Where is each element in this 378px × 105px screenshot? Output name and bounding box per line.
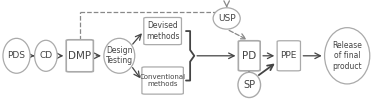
Ellipse shape <box>104 38 135 73</box>
Text: Conventional
methods: Conventional methods <box>139 74 186 87</box>
Text: Devised
methods: Devised methods <box>146 21 180 41</box>
Ellipse shape <box>213 8 240 29</box>
FancyBboxPatch shape <box>239 41 260 71</box>
Text: SP: SP <box>243 80 255 90</box>
Text: PD: PD <box>242 51 256 61</box>
Text: Design
Testing: Design Testing <box>106 46 133 66</box>
Ellipse shape <box>325 28 370 84</box>
Text: USP: USP <box>218 14 235 23</box>
Text: CD: CD <box>39 51 53 60</box>
Ellipse shape <box>35 40 57 71</box>
Text: DMP: DMP <box>68 51 91 61</box>
FancyBboxPatch shape <box>142 67 183 94</box>
Text: PDS: PDS <box>8 51 25 60</box>
Ellipse shape <box>238 72 260 98</box>
Text: PPE: PPE <box>280 51 297 60</box>
FancyBboxPatch shape <box>144 17 181 45</box>
Ellipse shape <box>3 38 30 73</box>
FancyBboxPatch shape <box>66 40 93 72</box>
Text: Release
of final
product: Release of final product <box>332 41 362 71</box>
FancyBboxPatch shape <box>277 41 301 71</box>
